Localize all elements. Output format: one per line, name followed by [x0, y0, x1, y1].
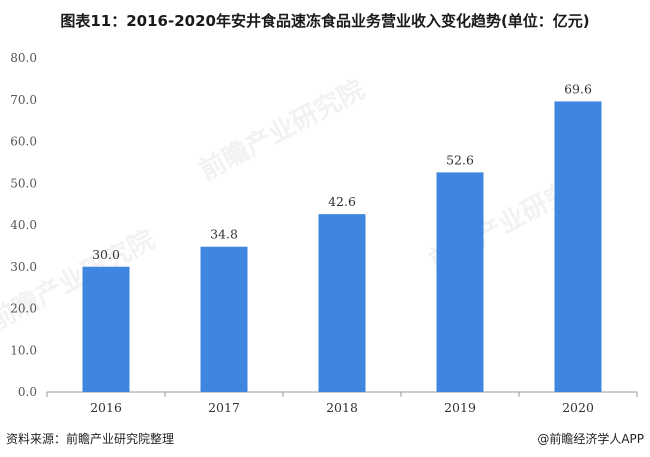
y-tick-label: 40.0: [10, 218, 37, 232]
source-note: 资料来源：前瞻产业研究院整理: [6, 432, 175, 446]
data-label: 52.6: [446, 152, 474, 167]
y-tick-label: 0.0: [18, 385, 37, 399]
data-label: 30.0: [92, 247, 120, 262]
x-tick-label: 2016: [90, 400, 122, 415]
y-tick-label: 60.0: [10, 135, 37, 149]
y-tick-label: 20.0: [10, 302, 37, 316]
y-tick-label: 10.0: [10, 343, 37, 357]
bar: [200, 246, 248, 392]
bar: [436, 172, 484, 392]
y-tick-label: 70.0: [10, 93, 37, 107]
y-tick-label: 80.0: [10, 51, 37, 65]
x-tick-label: 2020: [562, 400, 594, 415]
brand-label: @前瞻经济学人APP: [537, 432, 644, 446]
bar: [82, 266, 130, 392]
x-tick-label: 2017: [208, 400, 240, 415]
y-tick-label: 50.0: [10, 176, 37, 190]
chart-title: 图表11：2016-2020年安井食品速冻食品业务营业收入变化趋势(单位：亿元): [60, 12, 590, 30]
y-tick-label: 30.0: [10, 260, 37, 274]
data-label: 42.6: [328, 194, 356, 209]
data-label: 69.6: [564, 81, 592, 96]
bar: [318, 214, 366, 392]
bar: [554, 101, 602, 393]
data-label: 34.8: [210, 227, 238, 242]
x-tick-label: 2018: [326, 400, 358, 415]
x-tick-label: 2019: [444, 400, 476, 415]
